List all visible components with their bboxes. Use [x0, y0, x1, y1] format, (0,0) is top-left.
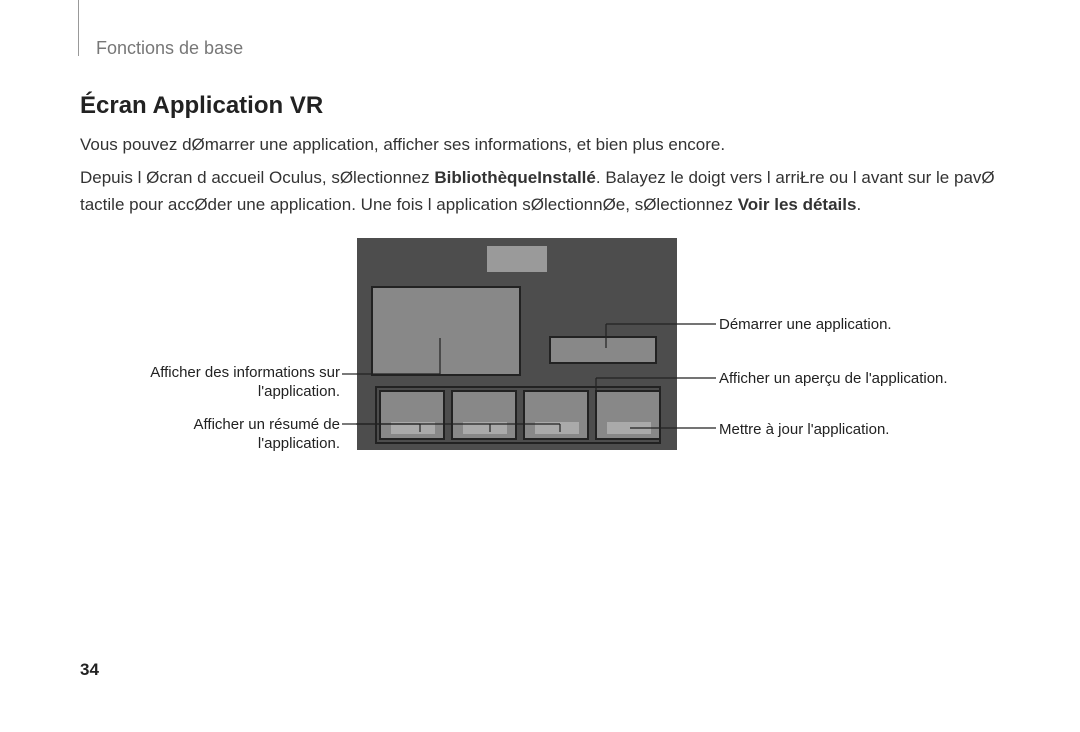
thumb-tag — [391, 422, 435, 434]
figure-thumbnail-3 — [523, 390, 589, 440]
paragraph-1: Vous pouvez dØmarrer une application, af… — [80, 132, 1020, 158]
figure-app-info-box — [371, 286, 521, 376]
callout-app-preview: Afficher un aperçu de l'application. — [719, 370, 969, 389]
paragraph-2: Depuis l Øcran d accueil Oculus, sØlecti… — [80, 164, 1020, 218]
callout-start-app: Démarrer une application. — [719, 316, 969, 335]
p2-seg-g: . — [856, 195, 861, 214]
figure-frame — [357, 238, 677, 450]
section-label: Fonctions de base — [96, 38, 243, 59]
thumb-tag — [535, 422, 579, 434]
p2-seg-a: Depuis l Øcran d accueil Oculus, sØlecti… — [80, 168, 434, 187]
callout-app-info: Afficher des informations sur l'applicat… — [120, 364, 340, 402]
callout-update-app: Mettre à jour l'application. — [719, 421, 969, 440]
thumb-tag — [463, 422, 507, 434]
header-rule — [78, 0, 79, 56]
figure-thumbnail-2 — [451, 390, 517, 440]
callout-app-summary: Afficher un résumé de l'application. — [160, 416, 340, 454]
figure-thumbnail-row — [375, 386, 661, 444]
page: Fonctions de base Écran Application VR V… — [0, 0, 1080, 732]
figure-app-title-box — [487, 246, 547, 272]
p2-bold-b: Bibliothèque — [434, 168, 537, 187]
p2-bold-f: Voir les détails — [738, 195, 857, 214]
figure-thumbnail-4 — [595, 390, 661, 440]
figure-start-button-box — [549, 336, 657, 364]
thumb-tag — [607, 422, 651, 434]
page-number: 34 — [80, 660, 99, 680]
page-title: Écran Application VR — [80, 92, 323, 120]
p2-bold-d: Installé — [537, 168, 596, 187]
figure-thumbnail-1 — [379, 390, 445, 440]
